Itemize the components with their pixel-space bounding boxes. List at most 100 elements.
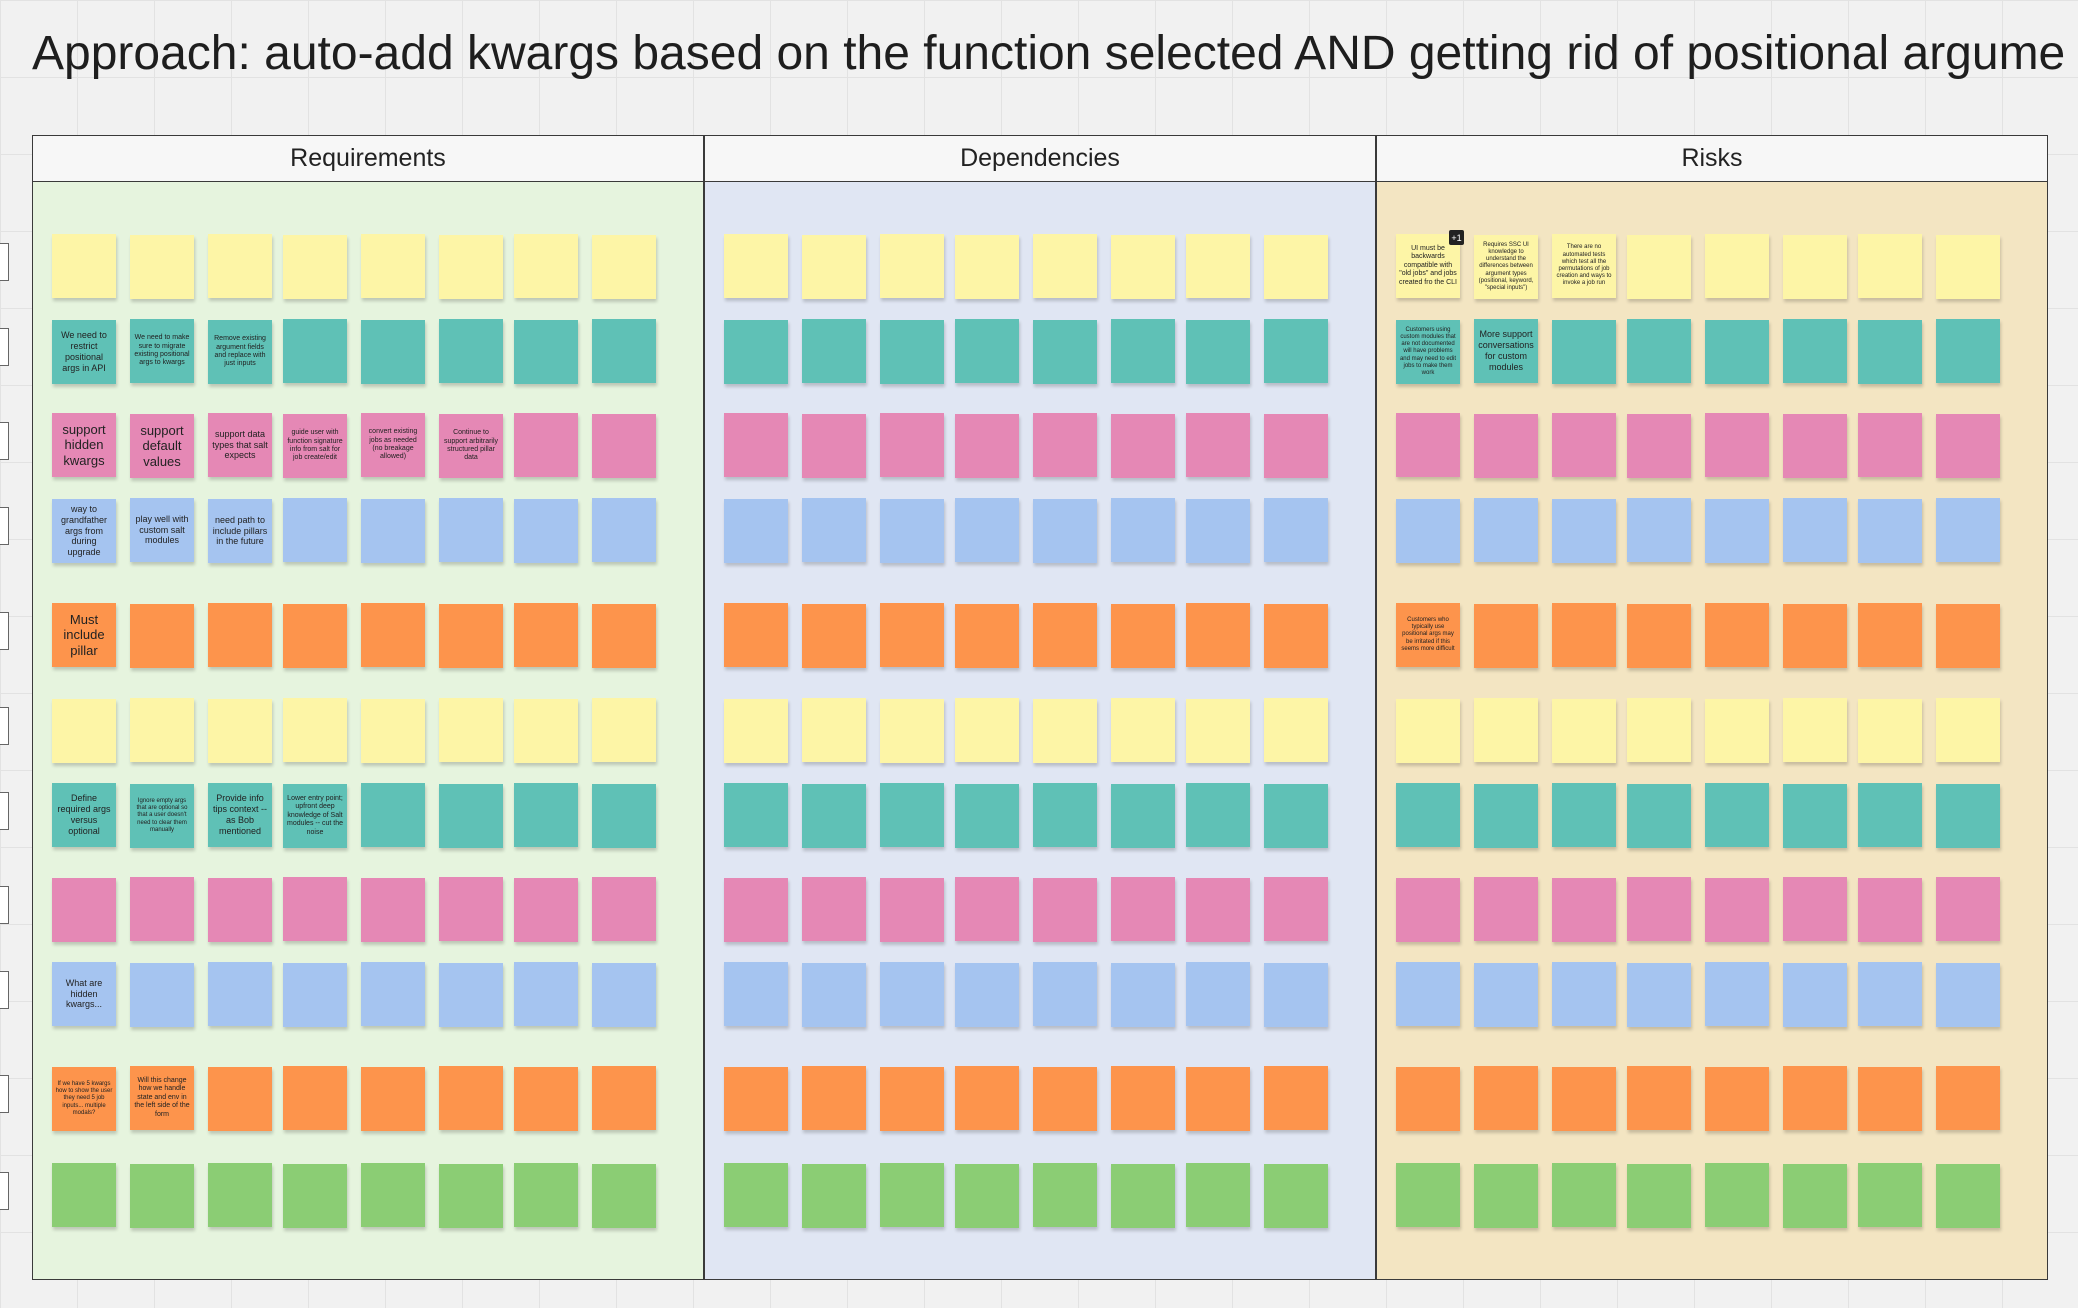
sticky-note[interactable] — [1396, 1067, 1460, 1131]
sticky-note[interactable] — [1783, 235, 1847, 299]
sticky-note[interactable] — [1264, 414, 1328, 478]
sticky-note[interactable] — [724, 1067, 788, 1131]
sticky-note[interactable] — [1033, 878, 1097, 942]
sticky-note[interactable] — [1705, 603, 1769, 667]
sticky-note[interactable] — [880, 499, 944, 563]
sticky-note[interactable] — [802, 698, 866, 762]
sticky-note[interactable] — [1936, 414, 2000, 478]
sticky-note[interactable] — [1111, 498, 1175, 562]
sticky-note[interactable] — [880, 320, 944, 384]
sticky-note[interactable] — [1264, 877, 1328, 941]
sticky-note[interactable] — [208, 234, 272, 298]
sticky-note[interactable] — [592, 877, 656, 941]
sticky-note[interactable] — [1186, 878, 1250, 942]
sticky-note[interactable] — [439, 784, 503, 848]
sticky-note[interactable] — [592, 1164, 656, 1228]
sticky-note[interactable] — [1033, 1163, 1097, 1227]
sticky-note[interactable] — [880, 1163, 944, 1227]
sticky-note[interactable] — [724, 234, 788, 298]
sticky-note[interactable] — [592, 1066, 656, 1130]
sticky-note[interactable] — [1858, 699, 1922, 763]
sticky-note[interactable] — [955, 1164, 1019, 1228]
sticky-note[interactable] — [1552, 1067, 1616, 1131]
sticky-note[interactable] — [1858, 962, 1922, 1026]
sticky-note[interactable] — [1474, 498, 1538, 562]
sticky-note[interactable] — [955, 698, 1019, 762]
sticky-note[interactable] — [1705, 962, 1769, 1026]
sticky-note[interactable]: Provide info tips context -- as Bob ment… — [208, 783, 272, 847]
sticky-note[interactable] — [1474, 784, 1538, 848]
sticky-note[interactable]: There are no automated tests which test … — [1552, 234, 1616, 298]
sticky-note[interactable] — [880, 878, 944, 942]
sticky-note[interactable] — [1396, 1163, 1460, 1227]
sticky-note[interactable] — [1264, 235, 1328, 299]
sticky-note[interactable] — [130, 963, 194, 1027]
sticky-note[interactable] — [1552, 603, 1616, 667]
sticky-note[interactable] — [514, 878, 578, 942]
sticky-note[interactable] — [1783, 604, 1847, 668]
sticky-note[interactable] — [52, 878, 116, 942]
sticky-note[interactable] — [802, 319, 866, 383]
sticky-note[interactable] — [52, 699, 116, 763]
sticky-note[interactable]: convert existing jobs as needed (no brea… — [361, 413, 425, 477]
sticky-note[interactable] — [1033, 699, 1097, 763]
sticky-note[interactable] — [1111, 1066, 1175, 1130]
sticky-note[interactable] — [1474, 963, 1538, 1027]
sticky-note[interactable] — [1186, 320, 1250, 384]
sticky-note[interactable] — [1264, 319, 1328, 383]
sticky-note[interactable] — [1264, 1066, 1328, 1130]
sticky-note[interactable] — [1033, 499, 1097, 563]
sticky-note[interactable] — [1783, 877, 1847, 941]
sticky-note[interactable] — [439, 604, 503, 668]
sticky-note[interactable] — [802, 604, 866, 668]
sticky-note[interactable] — [802, 963, 866, 1027]
sticky-note[interactable] — [724, 320, 788, 384]
sticky-note[interactable] — [208, 1067, 272, 1131]
sticky-note[interactable] — [1936, 319, 2000, 383]
sticky-note[interactable] — [514, 699, 578, 763]
sticky-note[interactable]: Customers using custom modules that are … — [1396, 320, 1460, 384]
sticky-note[interactable] — [592, 784, 656, 848]
sticky-note[interactable] — [1552, 499, 1616, 563]
sticky-note[interactable] — [880, 783, 944, 847]
sticky-note[interactable] — [130, 698, 194, 762]
sticky-note[interactable] — [1783, 1164, 1847, 1228]
sticky-note[interactable] — [361, 603, 425, 667]
sticky-note[interactable] — [514, 320, 578, 384]
sticky-note[interactable] — [1936, 963, 2000, 1027]
sticky-note[interactable] — [592, 319, 656, 383]
sticky-note[interactable] — [1783, 498, 1847, 562]
sticky-note[interactable]: Continue to support arbitrarily structur… — [439, 414, 503, 478]
sticky-note[interactable] — [802, 1164, 866, 1228]
sticky-note[interactable] — [283, 498, 347, 562]
sticky-note[interactable] — [1264, 784, 1328, 848]
sticky-note[interactable] — [955, 604, 1019, 668]
sticky-note[interactable] — [1186, 1067, 1250, 1131]
sticky-note[interactable] — [283, 698, 347, 762]
sticky-note[interactable] — [1858, 603, 1922, 667]
sticky-note[interactable]: More support conversations for custom mo… — [1474, 319, 1538, 383]
sticky-note[interactable] — [439, 498, 503, 562]
sticky-note[interactable] — [1936, 784, 2000, 848]
sticky-note[interactable] — [1552, 783, 1616, 847]
sticky-note[interactable] — [439, 963, 503, 1027]
sticky-note[interactable] — [208, 1163, 272, 1227]
sticky-note[interactable] — [1396, 413, 1460, 477]
sticky-note[interactable] — [1783, 784, 1847, 848]
sticky-note[interactable] — [724, 699, 788, 763]
sticky-note[interactable] — [1783, 963, 1847, 1027]
sticky-note[interactable] — [802, 1066, 866, 1130]
sticky-note[interactable]: Customers who typically use positional a… — [1396, 603, 1460, 667]
sticky-note[interactable] — [724, 878, 788, 942]
sticky-note[interactable] — [361, 878, 425, 942]
sticky-note[interactable] — [880, 962, 944, 1026]
sticky-note[interactable] — [514, 962, 578, 1026]
sticky-note[interactable] — [955, 963, 1019, 1027]
sticky-note[interactable] — [1552, 878, 1616, 942]
sticky-note[interactable] — [1858, 499, 1922, 563]
sticky-note[interactable] — [1705, 1067, 1769, 1131]
sticky-note[interactable]: guide user with function signature info … — [283, 414, 347, 478]
sticky-note[interactable] — [1552, 1163, 1616, 1227]
sticky-note[interactable] — [802, 498, 866, 562]
sticky-note[interactable]: What are hidden kwargs... — [52, 962, 116, 1026]
